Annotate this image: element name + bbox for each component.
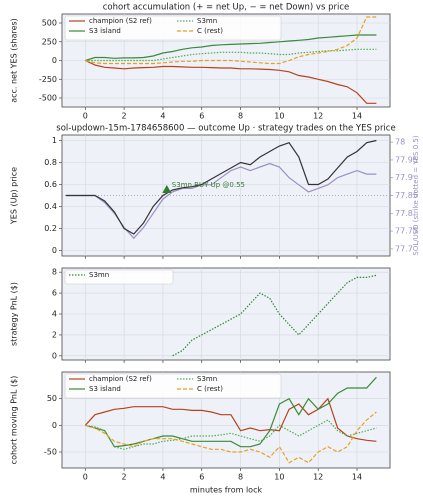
y-tick-label: 0.4 [44, 202, 57, 211]
legend-label: S3 island [89, 385, 121, 393]
y2-tick-label: 77.85 [395, 191, 418, 200]
y-tick-label: 0 [52, 246, 57, 255]
x-tick-label: 12 [313, 112, 323, 121]
y-tick-label: -250 [39, 75, 57, 84]
x-tick-label: 14 [352, 473, 362, 482]
x-tick-label: 8 [238, 112, 243, 121]
legend-label: S3mn [89, 271, 109, 279]
y-axis-label: cohort moving PnL ($) [10, 376, 19, 465]
y2-axis-label: SOL/USD (strike dotted = YES 0.5) [412, 135, 420, 255]
y-tick-label: -50 [44, 448, 57, 457]
plot-area [61, 134, 391, 257]
y-tick-label: 50 [47, 394, 57, 403]
legend-box [64, 269, 174, 285]
legend-label: champion (S2 ref) [89, 375, 152, 383]
y-axis-label: acc. net YES (shares) [10, 18, 19, 103]
y-tick-label: 4 [52, 310, 57, 319]
x-tick-label: 10 [274, 112, 284, 121]
y-tick-label: 0 [52, 351, 57, 360]
y-tick-label: 500 [42, 19, 57, 28]
x-tick-label: 8 [238, 473, 243, 482]
y-tick-label: 6 [52, 289, 57, 298]
y-axis-label: YES (Up) price [10, 167, 19, 225]
x-axis-label: minutes from lock [190, 486, 263, 495]
y-tick-label: 0.2 [44, 224, 57, 233]
y-tick-label: 0.6 [44, 180, 57, 189]
series-line [85, 48, 377, 62]
legend-label: C (rest) [197, 385, 223, 393]
y-tick-label: 1 [52, 136, 57, 145]
panel-title: cohort accumulation (+ = net Up, − = net… [103, 3, 350, 13]
y2-tick-label: 77.7 [395, 244, 413, 253]
series-line [65, 139, 377, 235]
series-line [85, 59, 377, 104]
panel-title: sol-updown-15m-1784658600 — outcome Up ·… [56, 124, 395, 134]
y-tick-label: -500 [39, 94, 57, 103]
x-tick-label: 6 [199, 112, 204, 121]
x-tick-label: 0 [83, 473, 88, 482]
x-tick-label: 6 [199, 473, 204, 482]
series-line [172, 274, 377, 357]
series-line [85, 16, 377, 65]
series-line [84, 397, 377, 442]
series-line [85, 34, 377, 62]
y2-tick-label: 77.75 [395, 227, 418, 236]
x-tick-label: 0 [83, 112, 88, 121]
x-tick-label: 4 [160, 473, 165, 482]
y-tick-label: 0.8 [44, 158, 57, 167]
y2-tick-label: 77.8 [395, 209, 413, 218]
series-line [85, 411, 377, 464]
legend-label: S3mn [197, 17, 217, 25]
legend-label: champion (S2 ref) [89, 17, 152, 25]
y2-tick-label: 78 [395, 138, 405, 147]
legend-box [64, 373, 282, 399]
y-tick-label: 0 [52, 56, 57, 65]
x-tick-label: 10 [274, 473, 284, 482]
series-line [85, 376, 377, 448]
trade-marker [162, 185, 172, 193]
trade-label: S3mn BUY Up @0.55 [172, 181, 245, 189]
x-tick-label: 12 [313, 473, 323, 482]
x-tick-label: 2 [122, 112, 127, 121]
y-tick-label: 8 [52, 268, 57, 277]
y2-tick-label: 77.9 [395, 173, 413, 182]
y-axis-label: strategy PnL ($) [10, 282, 19, 346]
y-tick-label: 250 [42, 37, 57, 46]
x-tick-label: 2 [122, 473, 127, 482]
y2-tick-label: 77.95 [395, 155, 418, 164]
y-tick-label: 2 [52, 330, 57, 339]
x-tick-label: 4 [160, 112, 165, 121]
legend-label: C (rest) [197, 27, 223, 35]
y-tick-label: 0 [52, 421, 57, 430]
legend-box [64, 15, 282, 41]
x-tick-label: 14 [352, 112, 362, 121]
legend-label: S3 island [89, 27, 121, 35]
legend-label: S3mn [197, 375, 217, 383]
